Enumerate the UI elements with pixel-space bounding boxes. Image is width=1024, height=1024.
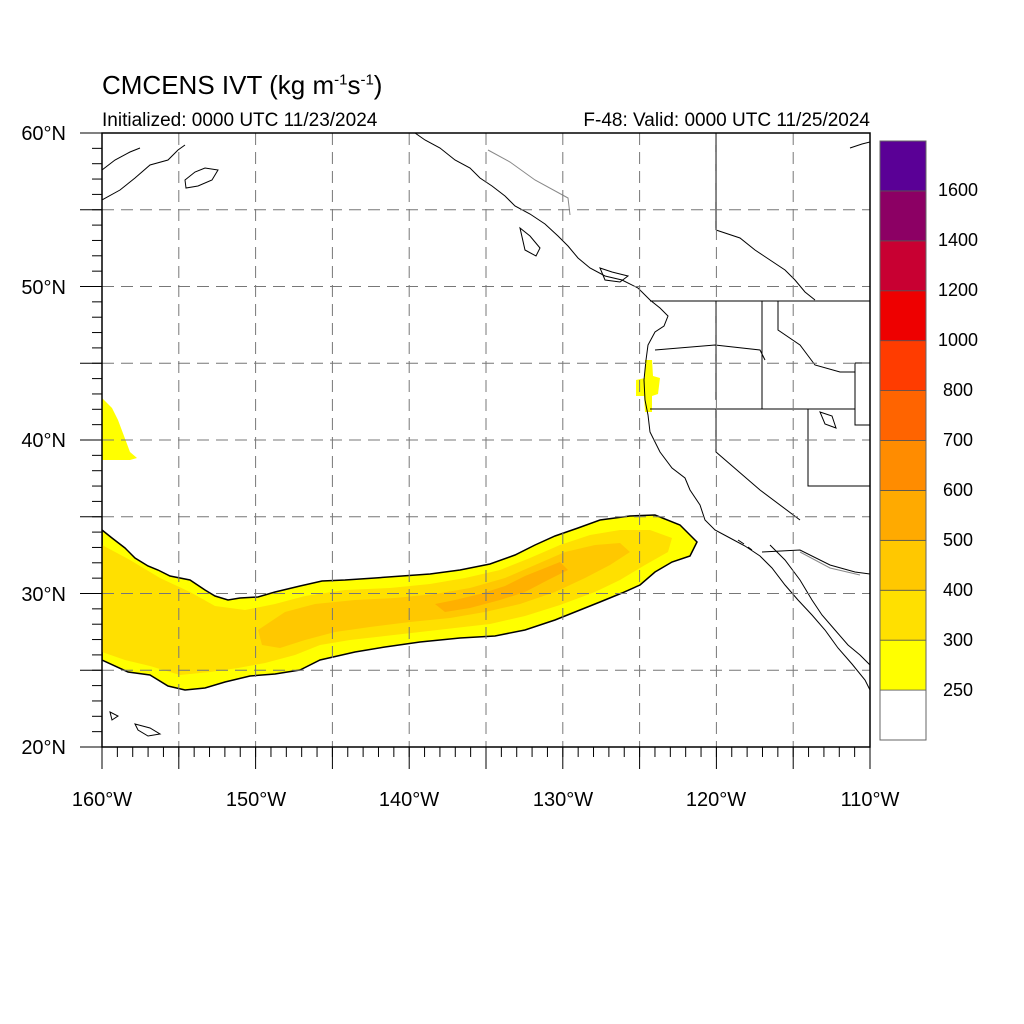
graticule xyxy=(102,133,870,747)
lon-label: 120°W xyxy=(686,789,746,811)
colorbar-swatch xyxy=(879,490,927,541)
lon-label: 140°W xyxy=(379,789,439,811)
ivt-patch-west xyxy=(102,398,137,460)
lat-label: 40°N xyxy=(21,430,66,452)
map-panel xyxy=(102,133,870,747)
colorbar-label: 1600 xyxy=(938,180,978,200)
lon-label: 150°W xyxy=(226,789,286,811)
longitude-labels: 160°W 150°W 140°W 130°W 120°W 110°W xyxy=(72,789,900,811)
colorbar-label: 1400 xyxy=(938,230,978,250)
latitude-labels: 60°N 50°N 40°N 30°N 20°N xyxy=(21,123,66,759)
colorbar-label: 800 xyxy=(943,380,973,400)
colorbar-swatch xyxy=(879,240,927,292)
colorbar-swatch xyxy=(879,539,927,591)
initialized-label: Initialized: 0000 UTC 11/23/2024 xyxy=(102,110,378,131)
inner-borders xyxy=(487,149,861,576)
lat-label: 50°N xyxy=(21,277,66,299)
colorbar-labels: 250 300 400 500 600 700 800 1000 1200 14… xyxy=(938,180,978,700)
colorbar-swatch xyxy=(879,340,927,391)
colorbar xyxy=(879,140,927,741)
valid-time-label: F-48: Valid: 0000 UTC 11/25/2024 xyxy=(583,110,870,131)
colorbar-label: 1200 xyxy=(938,280,978,300)
ivt-plume-main xyxy=(102,514,698,691)
axis-ticks xyxy=(80,132,871,769)
colorbar-label: 700 xyxy=(943,430,973,450)
colorbar-swatch xyxy=(879,140,927,192)
colorbar-frame xyxy=(879,140,927,741)
lon-label: 130°W xyxy=(533,789,593,811)
colorbar-label: 300 xyxy=(943,630,973,650)
ivt-patch-coast xyxy=(636,360,660,412)
chart-title: CMCENS IVT (kg m-1s-1) xyxy=(102,70,383,100)
political-borders xyxy=(650,133,870,575)
lat-label: 20°N xyxy=(21,737,66,759)
lat-label: 30°N xyxy=(21,584,66,606)
colorbar-label: 250 xyxy=(943,680,973,700)
colorbar-swatch xyxy=(879,639,927,691)
colorbar-label: 400 xyxy=(943,580,973,600)
colorbar-swatch xyxy=(879,290,927,342)
colorbar-label: 500 xyxy=(943,530,973,550)
lon-label: 160°W xyxy=(72,789,132,811)
colorbar-swatch xyxy=(879,390,927,441)
coastlines xyxy=(102,133,870,737)
colorbar-swatch xyxy=(879,190,927,242)
lon-label: 110°W xyxy=(841,789,900,811)
colorbar-swatch xyxy=(879,689,927,741)
colorbar-swatch xyxy=(879,440,927,491)
colorbar-label: 600 xyxy=(943,480,973,500)
lat-label: 60°N xyxy=(21,123,66,145)
colorbar-swatch xyxy=(879,589,927,641)
colorbar-label: 1000 xyxy=(938,330,978,350)
